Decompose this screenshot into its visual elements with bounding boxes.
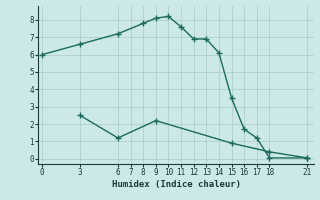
X-axis label: Humidex (Indice chaleur): Humidex (Indice chaleur) [111,180,241,189]
